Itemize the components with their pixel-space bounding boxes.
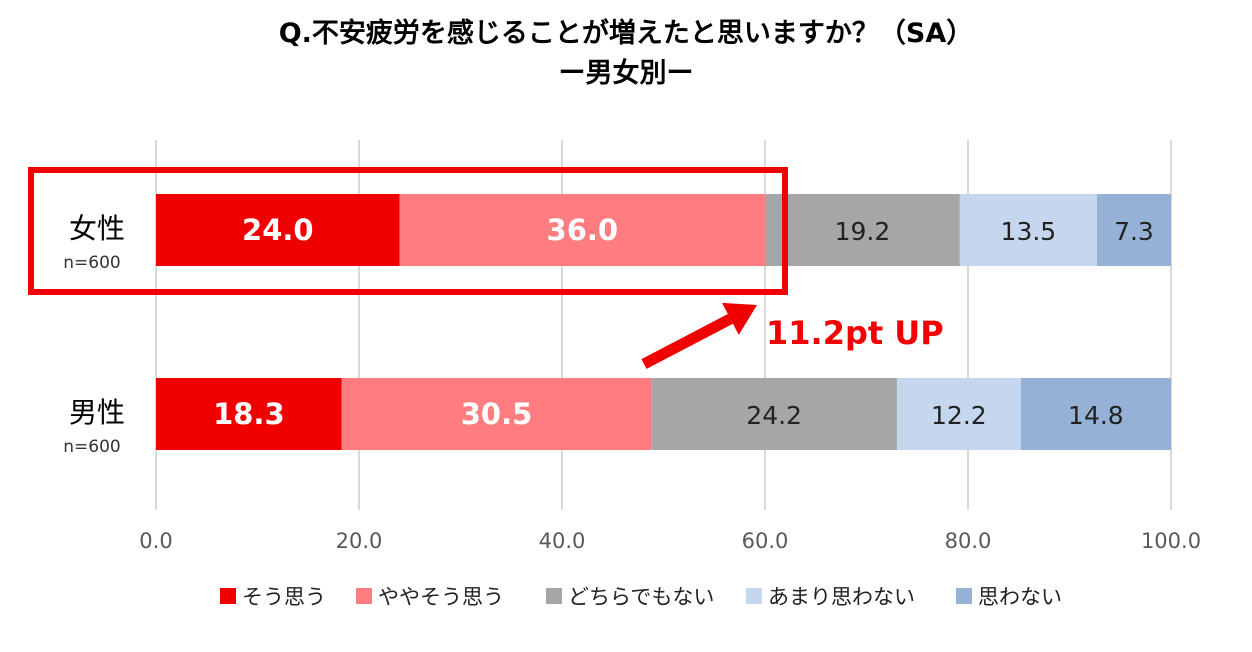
bar-segment: [959, 194, 1097, 266]
data-label: 24.0: [242, 213, 314, 247]
annotation-label: 11.2pt UP: [766, 314, 944, 352]
data-label: 36.0: [547, 213, 619, 247]
x-tick-label: 100.0: [1141, 529, 1201, 553]
data-label: 7.3: [1114, 217, 1154, 246]
data-label: 30.5: [461, 397, 533, 431]
x-tick-label: 40.0: [539, 529, 586, 553]
bar-segment: [341, 378, 652, 450]
data-label: 19.2: [835, 217, 891, 246]
data-label: 13.5: [1001, 217, 1057, 246]
category-label: 女性: [69, 212, 125, 245]
bar-segment: [399, 194, 765, 266]
x-tick-label: 80.0: [945, 529, 992, 553]
legend-swatch: [746, 588, 762, 604]
legend-swatch: [956, 588, 972, 604]
legend-label: あまり思わない: [768, 585, 915, 609]
data-label: 14.8: [1068, 401, 1124, 430]
chart-title: Q.不安疲労を感じることが増えたと思いますか？（SA）: [278, 18, 974, 49]
legend-label: どちらでもない: [568, 585, 714, 609]
category-label: 男性: [69, 396, 125, 429]
legend-swatch: [546, 588, 562, 604]
bar-segment: [896, 378, 1021, 450]
data-label: 18.3: [213, 397, 285, 431]
bar-segment: [1020, 378, 1171, 450]
chart-subtitle: ー男女別ー: [558, 58, 694, 89]
bar-segment: [156, 194, 400, 266]
annotation-arrow-head: [722, 302, 757, 335]
bar-segment: [765, 194, 960, 266]
x-tick-label: 60.0: [742, 529, 789, 553]
legend-label: そう思う: [242, 585, 326, 609]
highlight-box: [28, 167, 788, 295]
bar-segment: [1096, 194, 1171, 266]
legend-label: ややそう思う: [378, 585, 504, 609]
x-tick-label: 0.0: [139, 529, 172, 553]
annotation-arrow-shaft: [641, 314, 733, 369]
sample-size-label: n=600: [63, 253, 120, 273]
sample-size-label: n=600: [63, 437, 120, 457]
bar-segment: [651, 378, 897, 450]
x-tick-label: 20.0: [336, 529, 383, 553]
legend-label: 思わない: [978, 585, 1062, 609]
data-label: 12.2: [931, 401, 987, 430]
bar-segment: [156, 378, 342, 450]
legend-swatch: [220, 588, 236, 604]
legend-swatch: [356, 588, 372, 604]
data-label: 24.2: [746, 401, 802, 430]
